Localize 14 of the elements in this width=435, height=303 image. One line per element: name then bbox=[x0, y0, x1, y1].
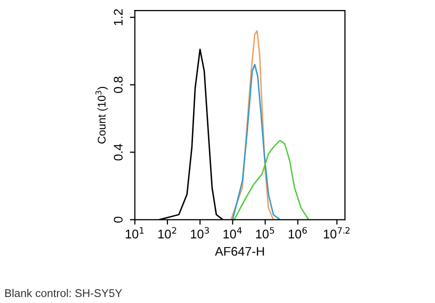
x-tick-label: 10$^{1}$ bbox=[126, 227, 144, 238]
text: Blank control: SH-SY5Y bbox=[5, 288, 122, 298]
y-axis-title: Count (10$^{3}$) bbox=[95, 86, 108, 144]
x-tick-label: 10$^{3}$ bbox=[190, 227, 209, 238]
y-tick-label: 0.4 bbox=[114, 144, 123, 160]
x-tick-label: 10$^{7.2}$ bbox=[324, 227, 350, 238]
x-tick-label: 10$^{6}$ bbox=[288, 227, 307, 238]
x-tick-label: 10$^{4}$ bbox=[224, 227, 242, 238]
y-tick-label: 0.8 bbox=[114, 76, 123, 93]
x-axis-title: AF647-H bbox=[214, 246, 264, 256]
x-tick-label: 10$^{2}$ bbox=[158, 227, 176, 238]
x-tick-label: 10$^{5}$ bbox=[256, 227, 274, 238]
y-tick-label: 1.2 bbox=[114, 9, 123, 26]
y-tick-label: 0 bbox=[114, 216, 123, 223]
